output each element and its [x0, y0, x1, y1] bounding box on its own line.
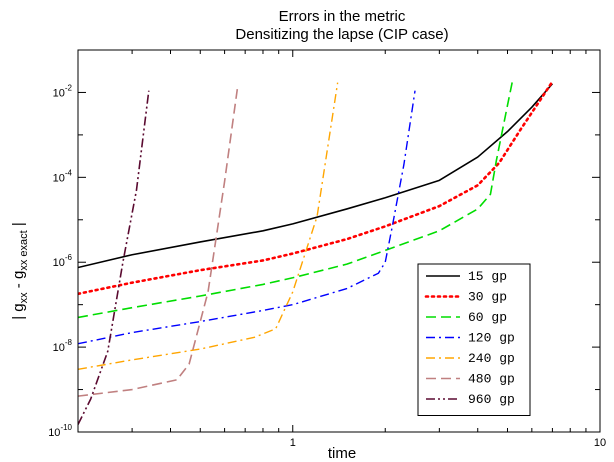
- y-axis-label-mid: - g: [10, 271, 27, 293]
- y-axis-label-base: | g: [10, 303, 27, 319]
- y-tick-label: 10-10: [48, 423, 72, 439]
- legend-box: [417, 263, 531, 416]
- legend-label: 480 gp: [468, 372, 515, 387]
- y-tick-label: 10-4: [53, 168, 73, 184]
- series-line-120-gp: [78, 90, 416, 345]
- series-line-60-gp: [78, 79, 514, 319]
- series-line-15-gp: [78, 83, 554, 269]
- y-axis-label: | gxx - gxx exact |: [10, 222, 30, 320]
- x-tick-label: 10: [594, 437, 606, 449]
- chart-title: Errors in the metric: [279, 8, 406, 25]
- legend-label: 60 gp: [468, 310, 507, 325]
- series-layer: [78, 79, 554, 425]
- y-axis-label-sub2: xx exact: [18, 230, 30, 270]
- legend: 15 gp 30 gp 60 gp 120 gp 240 gp 480 gp 960 g…: [417, 263, 531, 416]
- axes-layer: 1 10 10-10 10-8 10-6 10-4 10-2: [48, 49, 606, 449]
- y-tick-label: 10-2: [53, 83, 73, 99]
- chart-subtitle: Densitizing the lapse (CIP case): [235, 26, 448, 43]
- legend-label: 960 gp: [468, 392, 515, 407]
- plot-frame: [77, 49, 601, 433]
- series-line-240-gp: [78, 82, 339, 370]
- series-line-480-gp: [78, 88, 239, 397]
- y-tick-label: 10-6: [53, 253, 73, 269]
- x-axis-label: time: [328, 445, 356, 462]
- y-axis-label-end: |: [10, 222, 27, 230]
- y-axis-label-sub1: xx: [18, 292, 30, 304]
- series-line-30-gp: [78, 80, 554, 296]
- x-tick-label: 1: [290, 437, 296, 449]
- legend-label: 240 gp: [468, 351, 515, 366]
- legend-label: 120 gp: [468, 331, 515, 346]
- series-line-960-gp: [78, 90, 150, 425]
- legend-label: 15 gp: [468, 269, 507, 284]
- svg-text:| gxx - gxx exact |: | gxx - gxx exact |: [10, 222, 30, 320]
- legend-label: 30 gp: [468, 290, 507, 305]
- y-tick-label: 10-8: [53, 338, 73, 354]
